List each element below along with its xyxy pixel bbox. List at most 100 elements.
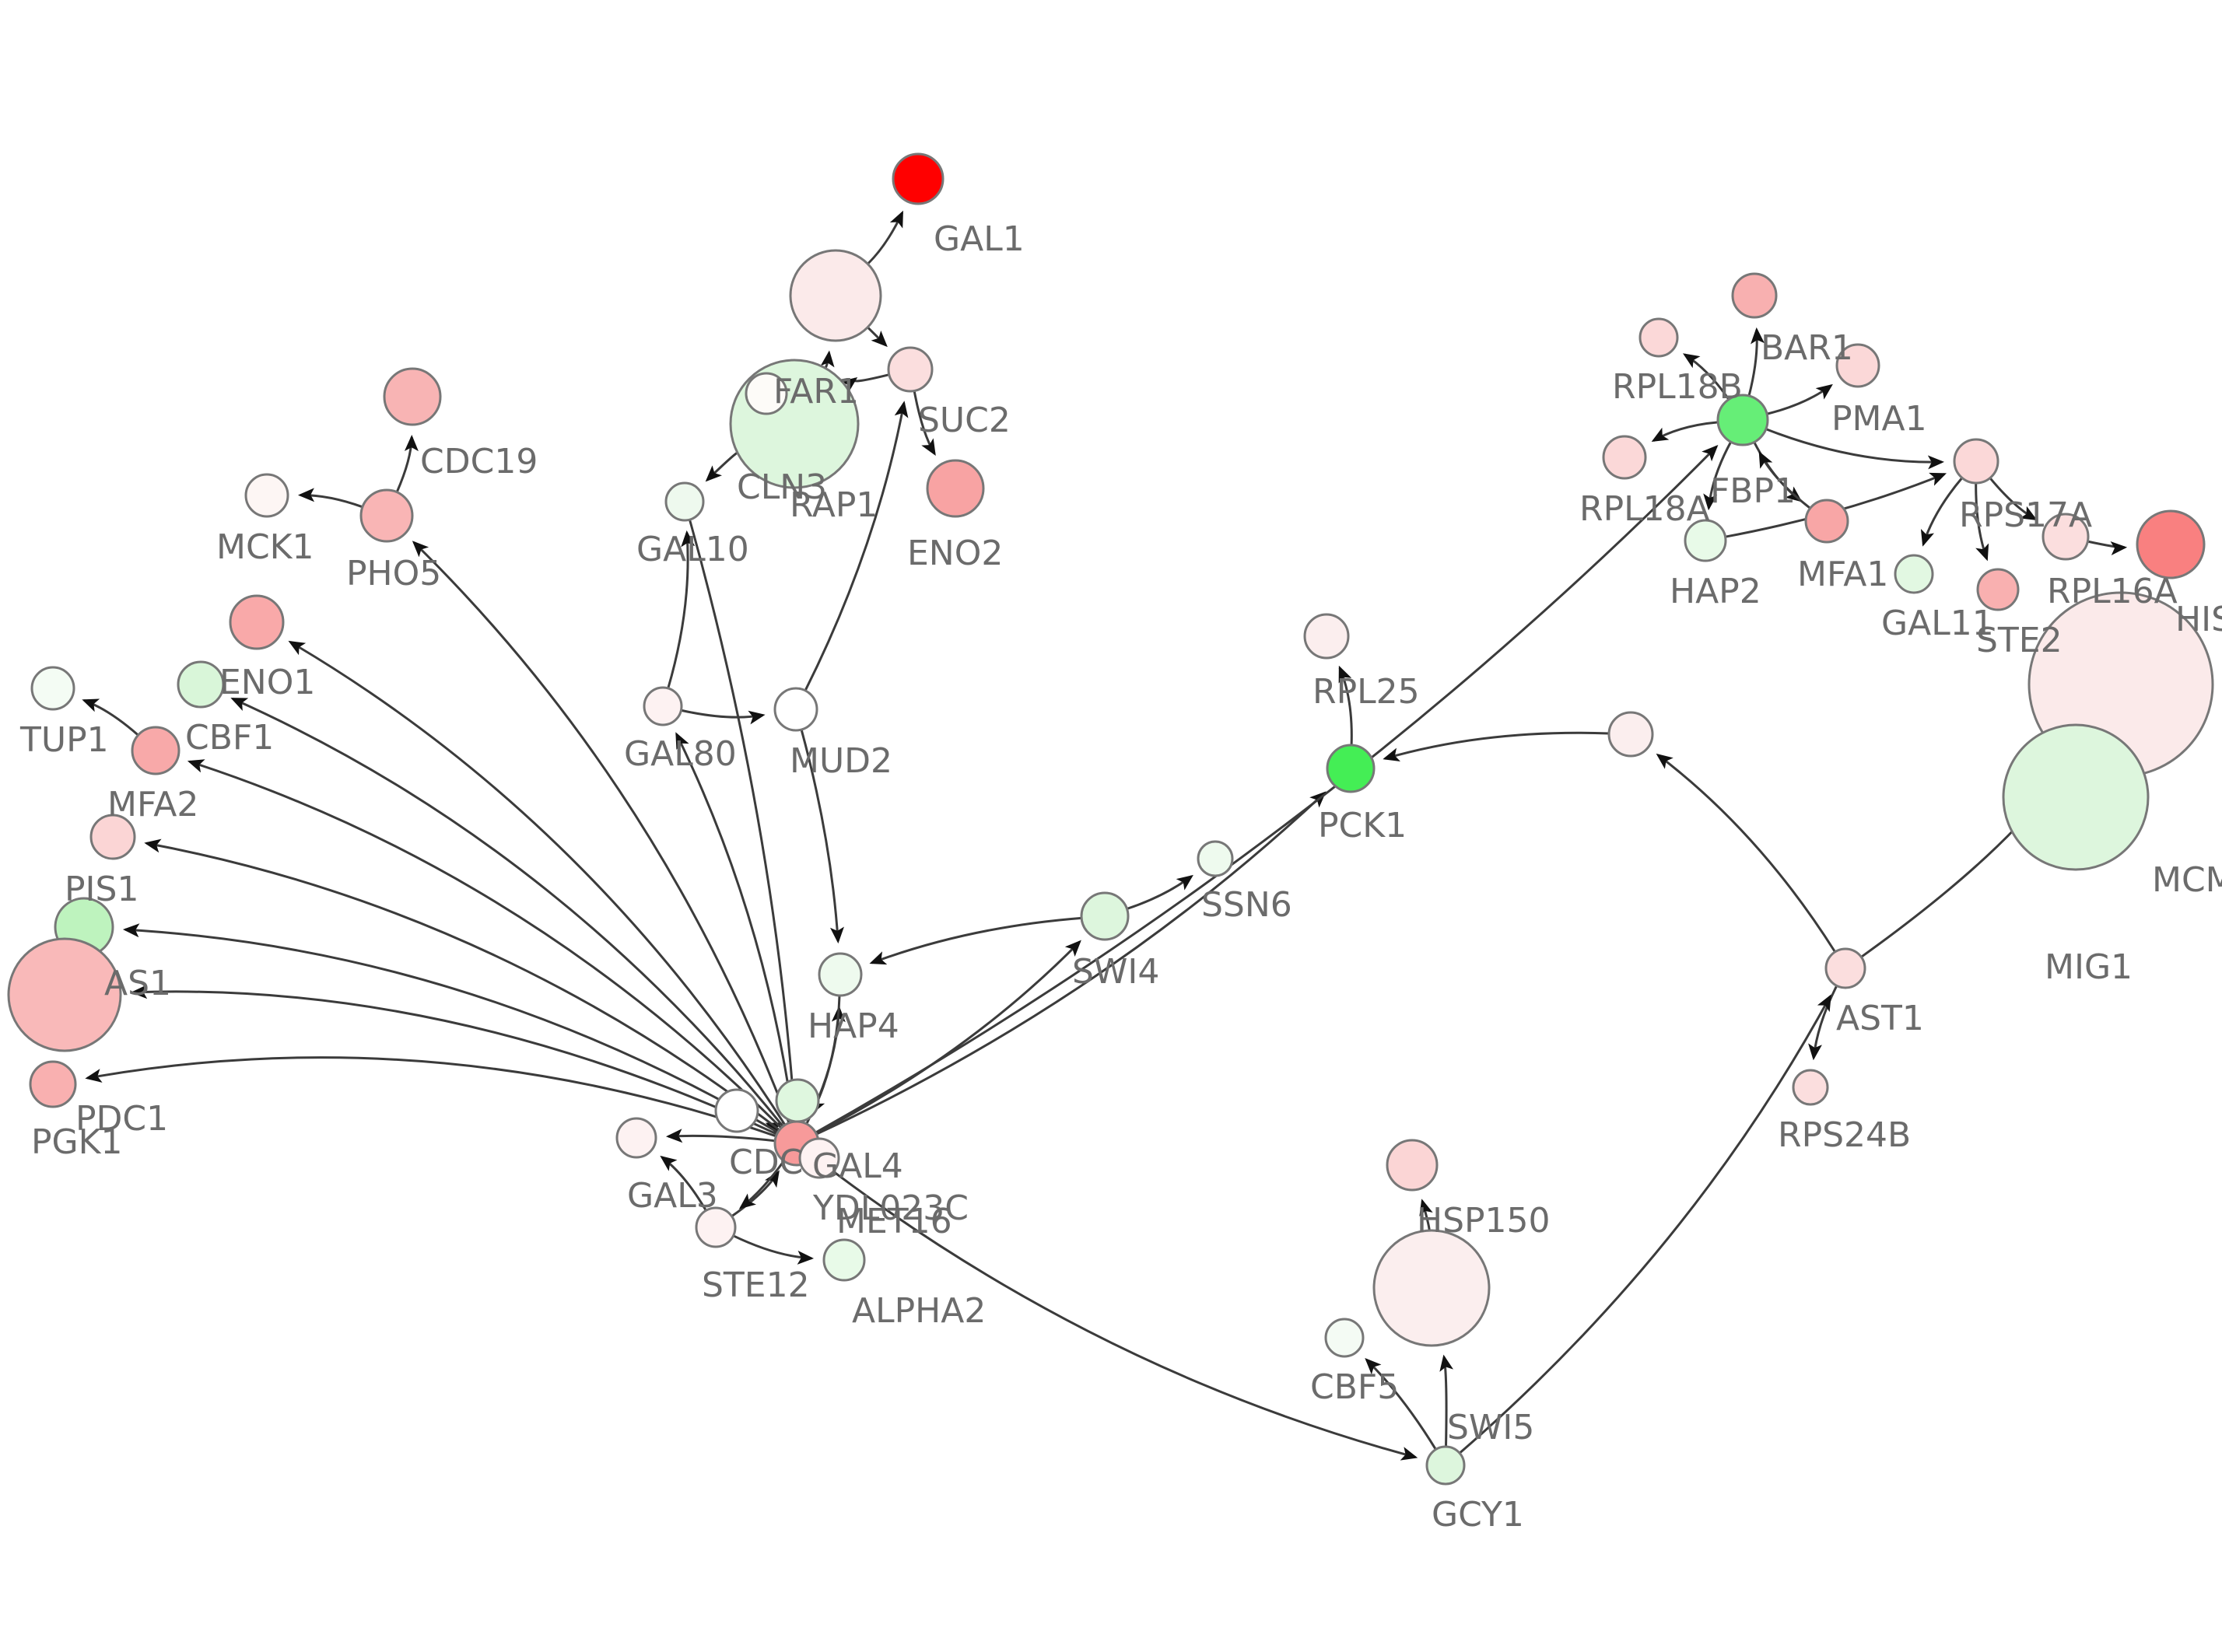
node-YDL023C[interactable] (798, 1137, 840, 1179)
node-GAL80[interactable] (643, 686, 683, 726)
node-label-YDL023C: YDL023C (812, 1188, 969, 1228)
edge-GAL4-FBP1 (815, 445, 1719, 1134)
node-STE2[interactable] (1976, 568, 2020, 611)
node-MFA2[interactable] (131, 726, 180, 775)
edge-GAL4-PDC1 (130, 985, 778, 1136)
node-label-SSN6: SSN6 (1201, 885, 1292, 925)
edge-MFA2-TUP1 (82, 698, 139, 737)
node-PCK1[interactable] (1326, 744, 1376, 793)
node-label-HSP150: HSP150 (1417, 1201, 1551, 1241)
node-RPL18B[interactable] (1638, 317, 1679, 358)
node-ALPHA2[interactable] (822, 1238, 866, 1282)
edge-GAL4-GCY1 (813, 1155, 1418, 1461)
node-RPL18A[interactable] (1602, 435, 1647, 480)
node-CBF5[interactable] (1324, 1318, 1365, 1358)
node-SWI5[interactable] (1372, 1229, 1491, 1347)
node-GAL10[interactable] (664, 481, 705, 522)
edge-SUC2-ENO2 (913, 390, 936, 456)
node-label-SWI4: SWI4 (1072, 952, 1159, 992)
node-MCK1[interactable] (244, 473, 289, 518)
node-RPS17A[interactable] (1953, 438, 1999, 485)
node-TUP1[interactable] (30, 666, 75, 711)
node-MIG1[interactable] (2002, 723, 2150, 871)
edge-GAL4-STE12 (738, 1160, 785, 1209)
edge-FBP1-BAR1 (1747, 327, 1765, 397)
node-label-FBP1: FBP1 (1710, 471, 1796, 511)
node-label-RPL25: RPL25 (1313, 672, 1420, 712)
edge-GAL4-PCK1 (815, 791, 1327, 1136)
node-HSP150[interactable] (1386, 1139, 1439, 1192)
node-MFA1[interactable] (1804, 499, 1849, 544)
node-label-RPS17A: RPS17A (1959, 495, 2092, 535)
node-RPL25[interactable] (1303, 613, 1350, 660)
node-MUD2[interactable] (773, 687, 818, 732)
node-label-SWI5: SWI5 (1447, 1408, 1534, 1447)
edge-GAL4-GAL3 (665, 1129, 776, 1143)
node-label-MFA2: MFA2 (107, 785, 198, 824)
node-SUC2[interactable] (887, 346, 934, 393)
node-label-RAP1: RAP1 (790, 485, 878, 525)
node-label-GAL10: GAL10 (636, 530, 749, 569)
node-label-RPS24B: RPS24B (1778, 1115, 1911, 1155)
node-CBF1[interactable] (177, 660, 225, 709)
node-PMA1[interactable] (1835, 343, 1880, 388)
node-label-PIS1: PIS1 (65, 870, 138, 909)
edge-RPS17A-STE2 (1975, 482, 1989, 562)
node-label-GAL11: GAL11 (1881, 604, 1994, 643)
node-label-ALPHA2: ALPHA2 (852, 1291, 986, 1331)
node-PIS1[interactable] (89, 814, 136, 860)
node-GCY1[interactable] (1425, 1445, 1466, 1486)
node-HIS4[interactable] (2136, 509, 2206, 579)
node-GAL3[interactable] (615, 1117, 657, 1159)
node-ENO1[interactable] (229, 594, 285, 650)
node-CDC19[interactable] (383, 367, 442, 426)
edge-GAL4-MFA2 (187, 759, 783, 1129)
node-label-CLN3: CLN3 (737, 467, 827, 507)
edge-GAL4-SWI4 (815, 940, 1081, 1135)
node-GAL1[interactable] (892, 152, 945, 205)
node-label-CBF5: CBF5 (1310, 1367, 1399, 1407)
edge-GAL4-GAL80 (675, 732, 795, 1122)
node-HAP4[interactable] (818, 952, 863, 997)
edge-AST1-NODE_A (1656, 753, 1836, 953)
edge-GAL4-PIS1 (144, 838, 780, 1132)
node-GALHUB[interactable] (775, 1078, 820, 1123)
node-FAR1[interactable] (789, 249, 882, 342)
node-FBP1[interactable] (1716, 394, 1769, 446)
node-AST1[interactable] (1824, 947, 1866, 989)
edge-GAL10-GAL4 (689, 519, 801, 1112)
node-label-CDC19: CDC19 (420, 442, 538, 481)
edge-FBP1-PMA1 (1766, 383, 1833, 415)
node-GAL11[interactable] (1894, 554, 1934, 594)
node-label-MET16: MET16 (836, 1202, 952, 1241)
edge-GAL4-CDC (765, 1122, 783, 1136)
node-STE12[interactable] (695, 1206, 737, 1248)
node-PGK1[interactable] (29, 1060, 77, 1108)
node-SSN6[interactable] (1197, 840, 1234, 877)
node-PHO5[interactable] (359, 488, 414, 543)
edge-RPL16A-HIS4 (2087, 540, 2128, 555)
edge-GAL80-MUD2 (681, 709, 766, 725)
node-RPL16A[interactable] (2042, 513, 2090, 561)
node-label-RPL18B: RPL18B (1612, 367, 1743, 407)
edge-GAL4-AS1 (122, 923, 779, 1134)
node-ENO2[interactable] (926, 459, 985, 518)
node-NODE_A[interactable] (1607, 711, 1654, 758)
node-CDC[interactable] (714, 1088, 759, 1133)
node-label-PMA1: PMA1 (1831, 399, 1927, 439)
node-label-MIG1: MIG1 (2045, 947, 2133, 987)
node-HAP2[interactable] (1684, 519, 1727, 562)
edge-SUC2-CLN3 (839, 373, 890, 393)
node-SWI4[interactable] (1080, 891, 1130, 941)
edge-GCY1-CBF5 (1365, 1358, 1437, 1451)
node-PDC1[interactable] (7, 937, 122, 1052)
node-RPS24B[interactable] (1792, 1069, 1829, 1106)
node-label-HAP2: HAP2 (1670, 572, 1761, 611)
node-label-PCK1: PCK1 (1318, 806, 1407, 845)
node-BAR1[interactable] (1731, 272, 1778, 319)
edge-SWI4-HAP4 (869, 916, 1082, 965)
node-RAP1[interactable] (745, 372, 788, 415)
node-label-HIS4: HIS4 (2175, 600, 2222, 639)
node-label-TUP1: TUP1 (19, 720, 109, 760)
